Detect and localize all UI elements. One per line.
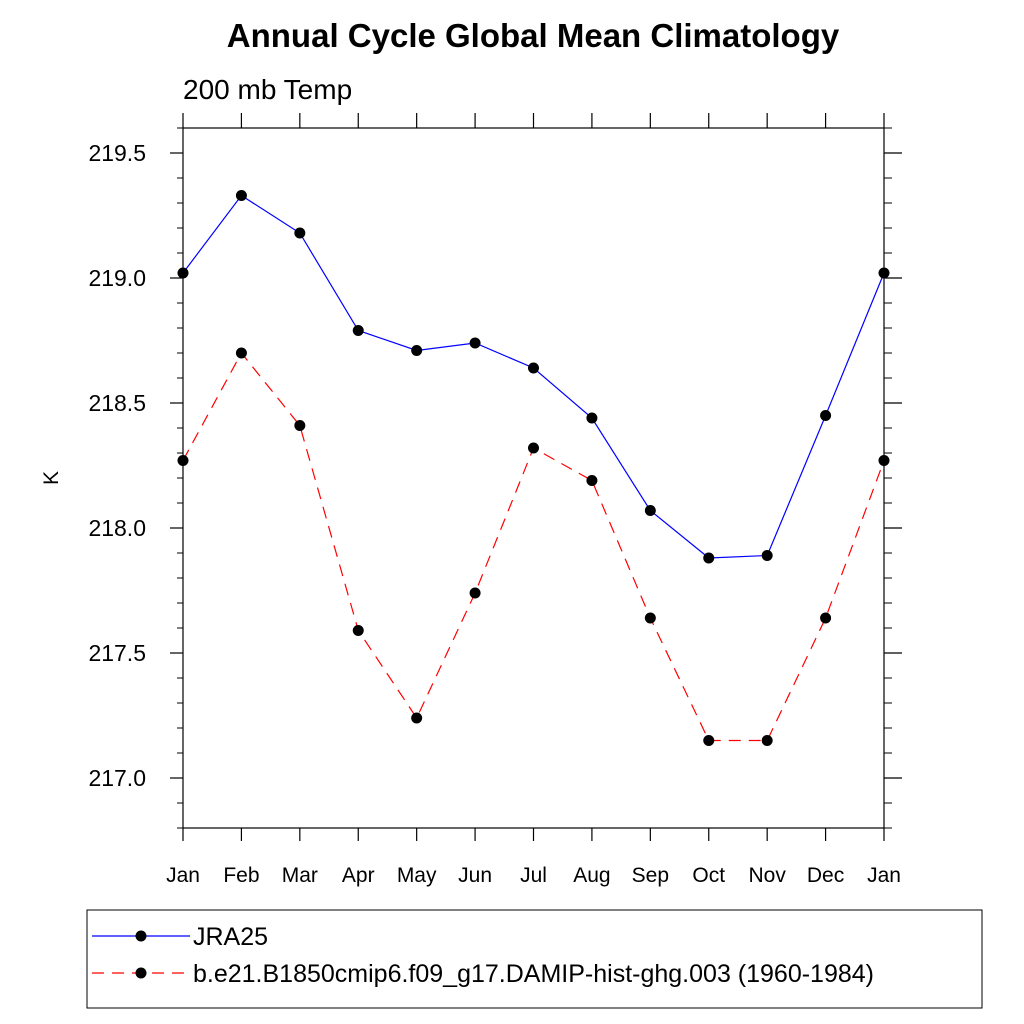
data-point <box>235 347 247 359</box>
data-point <box>761 550 773 561</box>
legend-label: JRA25 <box>193 923 268 951</box>
series-1 <box>177 190 890 564</box>
x-tick-label: Feb <box>223 864 259 887</box>
x-tick-label: Jan <box>166 864 200 887</box>
data-point <box>644 505 656 516</box>
data-point <box>703 552 715 564</box>
x-tick-label: Nov <box>748 864 786 887</box>
series-line <box>182 351 885 742</box>
legend-marker <box>135 930 147 942</box>
x-tick-label: Jul <box>520 864 547 887</box>
x-tick-label: Jun <box>458 864 492 887</box>
legend-label: b.e21.B1850cmip6.f09_g17.DAMIP-hist-ghg.… <box>193 960 874 988</box>
data-point <box>294 227 306 239</box>
x-tick-label: Oct <box>692 864 725 887</box>
x-tick-label: Jan <box>867 864 901 887</box>
data-point <box>820 410 832 421</box>
data-point <box>761 735 773 746</box>
y-tick-labels: 217.0 217.5 218.0 218.5 219.0 219.5 <box>88 140 146 791</box>
data-point <box>878 267 890 279</box>
legend: JRA25 b.e21.B1850cmip6.f09_g17.DAMIP-hist… <box>86 909 983 1009</box>
data-point <box>703 735 715 746</box>
data-point <box>644 612 656 624</box>
series-2 <box>177 347 890 746</box>
data-point <box>820 612 832 624</box>
y-tick-label: 218.5 <box>88 390 146 416</box>
data-point <box>177 267 189 279</box>
legend-entry-1: JRA25 <box>92 923 268 951</box>
x-tick-label: Aug <box>573 864 610 887</box>
data-point <box>586 475 598 486</box>
data-point <box>528 442 539 454</box>
data-point <box>177 455 189 466</box>
chart-title: Annual Cycle Global Mean Climatology <box>227 17 840 54</box>
x-tick-label: May <box>397 864 437 887</box>
y-axis-label: K <box>40 471 63 485</box>
data-point <box>878 455 890 466</box>
y-tick-label: 219.5 <box>88 140 146 166</box>
y-tick-label: 219.0 <box>88 265 146 291</box>
data-point <box>352 625 364 636</box>
data-point <box>469 587 481 599</box>
x-tick-label: Sep <box>632 864 669 887</box>
data-point <box>411 712 423 724</box>
data-point <box>586 412 598 424</box>
y-tick-label: 218.0 <box>88 515 146 541</box>
data-point <box>528 362 539 374</box>
legend-entry-2: b.e21.B1850cmip6.f09_g17.DAMIP-hist-ghg.… <box>92 960 874 988</box>
series-layer <box>177 190 890 746</box>
x-tick-labels: Jan Feb Mar Apr May Jun Jul Aug Sep Oct Nov Dec Jan <box>166 864 901 887</box>
y-tick-label: 217.0 <box>88 765 146 791</box>
data-point <box>294 420 306 431</box>
data-point <box>411 345 423 356</box>
data-point <box>469 337 481 349</box>
plot-frame <box>182 127 885 829</box>
series-line <box>182 194 885 559</box>
legend-items: JRA25 b.e21.B1850cmip6.f09_g17.DAMIP-hist… <box>92 923 874 988</box>
chart-subtitle: 200 mb Temp <box>183 74 352 105</box>
x-tick-label: Dec <box>807 864 844 887</box>
legend-marker <box>135 967 147 979</box>
legend-box <box>86 909 983 1009</box>
y-tick-label: 217.5 <box>88 640 146 666</box>
data-point <box>235 190 247 201</box>
x-tick-label: Apr <box>342 864 375 887</box>
data-point <box>352 325 364 336</box>
axis-ticks <box>170 113 902 841</box>
x-tick-label: Mar <box>282 864 318 887</box>
